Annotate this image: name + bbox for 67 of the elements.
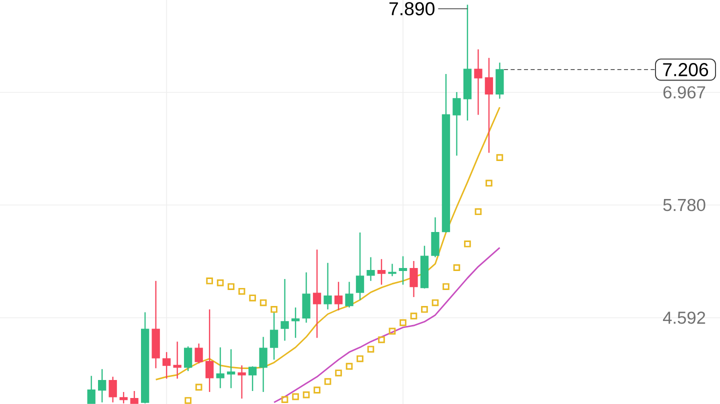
candlestick	[388, 263, 396, 277]
point	[335, 370, 342, 376]
candlestick	[98, 368, 106, 403]
candlestick	[377, 258, 386, 286]
y-tick-label: 6.967	[663, 86, 706, 98]
point	[270, 306, 278, 313]
candlestick	[345, 281, 354, 308]
point	[453, 264, 460, 272]
line-series	[155, 106, 500, 380]
point	[346, 362, 353, 370]
point	[184, 397, 192, 404]
candlestick	[184, 346, 192, 372]
candlestick	[410, 260, 418, 298]
point	[432, 299, 439, 306]
point	[260, 299, 267, 306]
point	[356, 355, 364, 362]
candlestick	[324, 262, 332, 310]
candlestick	[259, 336, 268, 393]
point	[464, 240, 471, 248]
point	[378, 336, 385, 344]
candlestick	[162, 351, 171, 380]
point	[367, 346, 374, 353]
candlestick	[280, 278, 289, 342]
point	[216, 279, 224, 286]
point	[314, 386, 320, 394]
point	[388, 328, 396, 335]
ref-line-label: 7.206	[663, 63, 708, 76]
candlestick	[302, 272, 310, 324]
point	[228, 283, 234, 290]
point	[400, 319, 406, 326]
point	[410, 312, 418, 320]
point	[421, 306, 428, 313]
candlestick	[366, 256, 375, 282]
candlestick	[312, 248, 322, 338]
candlestick	[226, 348, 236, 389]
point	[486, 180, 492, 187]
candlestick	[238, 364, 246, 400]
candlestick	[291, 306, 300, 338]
candlestick	[173, 341, 182, 380]
candlestick	[356, 232, 364, 300]
point	[249, 294, 256, 302]
candlestick	[398, 256, 408, 286]
point	[496, 154, 504, 161]
candlestick	[474, 48, 482, 116]
y-tick-label: 5.780	[663, 198, 706, 212]
point	[206, 278, 213, 284]
point	[302, 391, 310, 398]
point	[474, 208, 482, 216]
candlestick	[130, 390, 138, 404]
point	[324, 378, 332, 385]
candlestick	[216, 346, 224, 389]
candlestick	[248, 366, 257, 392]
candlestick	[108, 376, 117, 403]
candlestick	[205, 308, 214, 393]
point	[238, 288, 246, 295]
point	[281, 396, 288, 403]
candlestick	[452, 91, 461, 156]
candlestick	[194, 342, 203, 364]
point	[195, 384, 202, 391]
candlestick	[120, 391, 128, 404]
candlestick	[334, 281, 343, 311]
point	[292, 393, 299, 400]
candlestick	[431, 216, 440, 258]
y-tick-label: 4.592	[662, 312, 706, 324]
annotation: 7.890	[389, 2, 434, 16]
point	[442, 283, 450, 290]
candlestick	[484, 57, 494, 154]
